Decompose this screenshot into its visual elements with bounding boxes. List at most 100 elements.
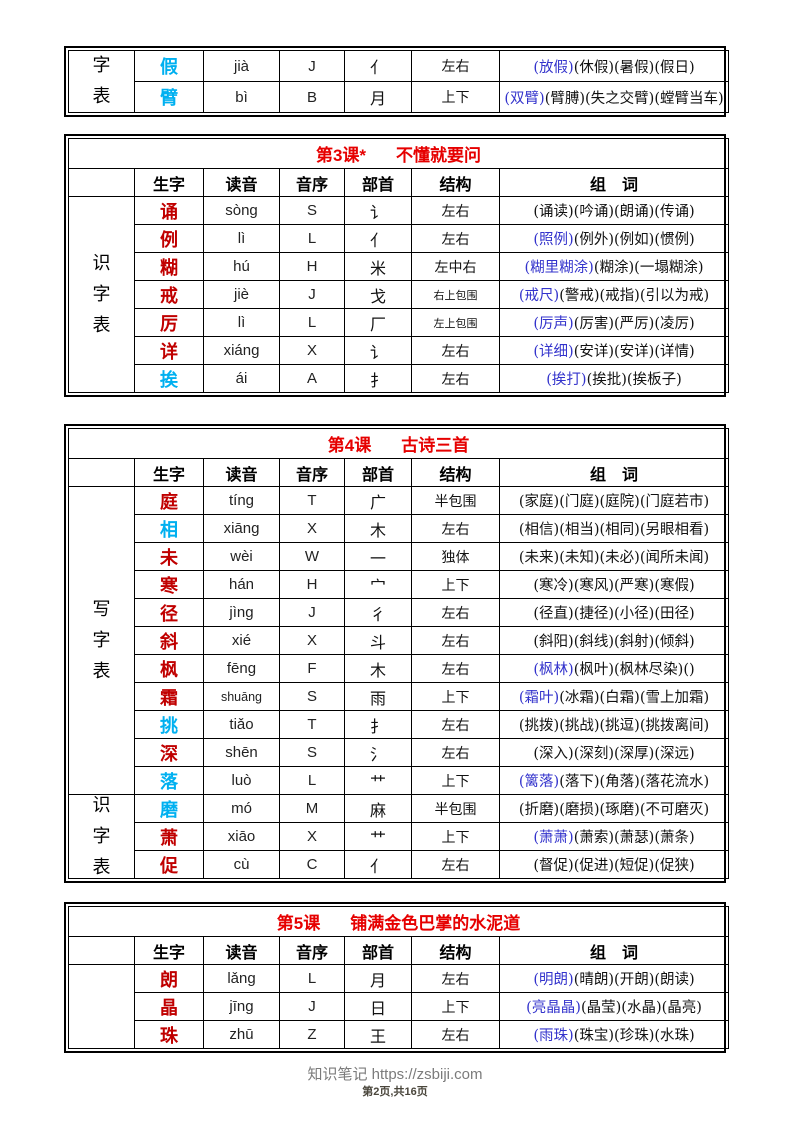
pinyin-cell: jīng — [203, 992, 280, 1021]
word-group: (家庭)(门庭)(庭院)(门庭若市) — [518, 494, 710, 510]
alphabet-order-cell: S — [279, 682, 345, 711]
alphabet-order-cell: J — [279, 50, 345, 82]
alphabet-order-cell: L — [279, 964, 345, 993]
pinyin-cell: lǎng — [203, 964, 280, 993]
word-groups-cell: (诵读)(吟诵)(朗诵)(传诵) — [499, 196, 729, 225]
new-character-cell: 相 — [134, 514, 204, 543]
word-groups-cell: (糊里糊涂)(糊涂)(一塌糊涂) — [499, 252, 729, 281]
table-row: 朗 lǎng L 月左右 (明朗)(晴朗)(开朗)(朗读) — [68, 964, 730, 1049]
pinyin-cell: lì — [203, 224, 280, 253]
alphabet-order-cell: L — [279, 308, 345, 337]
table-table-continued: 字表假 jià J 亻左右 (放假)(休假)(暑假)(假日) 臂 bì B 月上下 (双臂)(臂膊… — [64, 46, 729, 117]
word-groups-cell: (厉声)(厉害)(严厉)(凌厉) — [499, 308, 729, 337]
structure-cell: 上下 — [411, 682, 500, 711]
structure-cell: 左右 — [411, 598, 500, 627]
new-character-cell: 假 — [134, 50, 204, 82]
table-row: 挑 tiǎo T 扌左右 (挑拨)(挑战)(挑逗)(挑拨离间) — [69, 710, 730, 739]
structure-cell: 左右 — [411, 224, 500, 253]
column-header: 组 词 — [498, 458, 730, 487]
side-label-char: 识 — [92, 794, 111, 816]
structure-cell: 半包围 — [411, 486, 500, 515]
alphabet-order-cell: X — [279, 514, 345, 543]
word-groups-cell: (雨珠)(珠宝)(珍珠)(水珠) — [498, 1020, 730, 1049]
word-group: (枫叶)(枫林尽染)() — [573, 662, 695, 678]
alphabet-order-cell: X — [279, 822, 345, 851]
table-row: 识字表磨 mó M 麻半包围 (折磨)(磨损)(琢磨)(不可磨灭) — [68, 794, 730, 879]
pinyin-cell: cù — [203, 850, 280, 879]
structure-cell: 上下 — [411, 81, 500, 113]
alphabet-order-cell: T — [279, 710, 345, 739]
structure-cell: 左右 — [411, 196, 500, 225]
side-label-char: 字 — [92, 629, 111, 651]
alphabet-order-cell: S — [279, 196, 345, 225]
column-header: 结构 — [411, 458, 500, 487]
word-group: (寒冷)(寒风)(严寒)(寒假) — [533, 578, 695, 594]
word-group: (休假)(暑假)(假日) — [573, 59, 695, 76]
column-header: 组 词 — [499, 168, 729, 197]
word-group: (未来)(未知)(未必)(闻所未闻) — [518, 550, 710, 566]
table-row: 枫 fēng F 木左右 (枫林)(枫叶)(枫林尽染)() — [69, 654, 730, 683]
alphabet-order-cell: B — [279, 81, 345, 113]
word-group: (萧索)(萧瑟)(萧条) — [573, 830, 695, 846]
table-row: 霜 shuāng S 雨上下 (霜叶)(冰霜)(白霜)(雪上加霜) — [69, 682, 730, 711]
table-row: 未 wèi W 一独体 (未来)(未知)(未必)(闻所未闻) — [69, 542, 730, 571]
table-row: 深 shēn S 氵左右 (深入)(深刻)(深厚)(深远) — [69, 738, 730, 767]
table-row: 例 lì L 亻左右 (照例)(例外)(例如)(惯例) — [69, 224, 729, 253]
word-group-highlighted: (亮晶晶) — [526, 1000, 581, 1016]
word-group-highlighted: (糊里糊涂) — [524, 260, 594, 276]
table-row: 径 jìng J 彳左右 (径直)(捷径)(小径)(田径) — [69, 598, 730, 627]
structure-cell: 左右 — [411, 710, 500, 739]
side-label-char: 表 — [92, 314, 111, 336]
new-character-cell: 萧 — [134, 822, 204, 851]
radical-cell: 月 — [344, 81, 412, 113]
column-header: 部首 — [344, 936, 412, 965]
footer-page-number: 第2页,共16页 — [362, 1085, 428, 1098]
pinyin-cell: xié — [203, 626, 280, 655]
alphabet-order-cell: H — [279, 570, 345, 599]
word-groups-cell: (戒尺)(警戒)(戒指)(引以为戒) — [499, 280, 729, 309]
pinyin-cell: jiè — [203, 280, 280, 309]
structure-cell: 独体 — [411, 542, 500, 571]
table-row: 字表假 jià J 亻左右 (放假)(休假)(暑假)(假日) — [68, 50, 729, 113]
table-lesson-5: 第5课 铺满金色巴掌的水泥道 生字 读音 音序 部首 结构组 词朗 lǎng L 月左右 (明朗)(… — [64, 902, 730, 1053]
table-title: 第4课 古诗三首 — [67, 428, 730, 459]
new-character-cell: 朗 — [134, 964, 204, 993]
new-character-cell: 诵 — [134, 196, 204, 225]
word-groups-cell: (相信)(相当)(相同)(另眼相看) — [498, 514, 730, 543]
word-group: (深入)(深刻)(深厚)(深远) — [533, 746, 695, 762]
alphabet-order-cell: A — [279, 364, 345, 393]
side-label-char: 表 — [92, 86, 111, 107]
radical-cell: 彳 — [344, 598, 412, 627]
structure-cell: 上下 — [411, 822, 500, 851]
structure-cell: 上下 — [411, 766, 500, 795]
alphabet-order-cell: J — [279, 598, 345, 627]
alphabet-order-cell: X — [279, 626, 345, 655]
structure-cell: 左右 — [411, 964, 500, 993]
pinyin-cell: mó — [203, 794, 280, 823]
word-group: (厉害)(严厉)(凌厉) — [573, 316, 695, 332]
word-group: (晴朗)(开朗)(朗读) — [573, 972, 695, 988]
pinyin-cell: sòng — [203, 196, 280, 225]
table-lesson-4: 第4课 古诗三首 生字 读音 音序 部首 结构组 词写字表庭 tíng T 广半包围 (家庭)(门庭… — [64, 424, 730, 883]
structure-cell: 上下 — [411, 570, 500, 599]
table-row: 晶 jīng J 日上下 (亮晶晶)(晶莹)(水晶)(晶亮) — [69, 992, 730, 1021]
word-groups-cell: (督促)(促进)(短促)(促狭) — [498, 850, 730, 879]
structure-cell: 左右 — [411, 514, 500, 543]
radical-cell: 亻 — [344, 850, 412, 879]
side-label: 识字表 — [68, 196, 135, 393]
pinyin-cell: fēng — [203, 654, 280, 683]
footer-site-text: 知识笔记 https://zsbiji.com — [307, 1066, 483, 1083]
side-label: 写字表 — [68, 486, 135, 795]
lesson-name: 古诗三首 — [401, 436, 470, 455]
new-character-cell: 未 — [134, 542, 204, 571]
table-row: 斜 xié X 斗左右 (斜阳)(斜线)(斜射)(倾斜) — [69, 626, 730, 655]
structure-cell: 左中右 — [411, 252, 500, 281]
label-column-spacer — [68, 936, 135, 965]
radical-cell: 木 — [344, 654, 412, 683]
alphabet-order-cell: W — [279, 542, 345, 571]
word-group-highlighted: (萧萧) — [533, 830, 574, 846]
radical-cell: 氵 — [344, 738, 412, 767]
side-label — [68, 964, 135, 1049]
document-content: 字表假 jià J 亻左右 (放假)(休假)(暑假)(假日) 臂 bì B 月上下 (双臂)(臂膊… — [64, 46, 730, 1099]
table-row: 寒 hán H 宀上下 (寒冷)(寒风)(严寒)(寒假) — [69, 570, 730, 599]
